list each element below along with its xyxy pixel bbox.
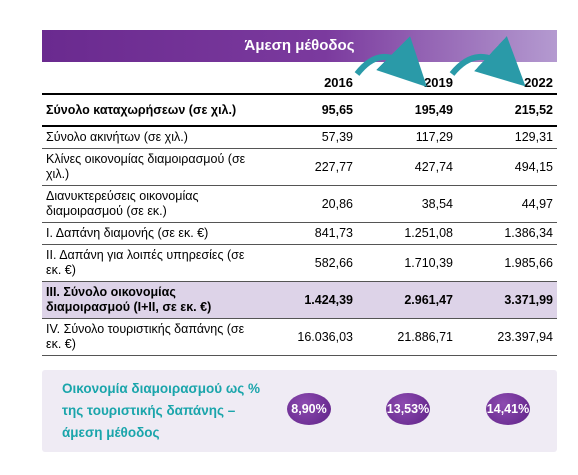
row-label: ΙΙΙ. Σύνολο οικονομίας διαμοιρασμού (Ι+Ι…: [42, 281, 257, 319]
cell: 427,74: [357, 148, 457, 186]
cell: 117,29: [357, 126, 457, 149]
column-header: 2016: [257, 68, 357, 95]
title-band: Άμεση μέθοδος: [42, 30, 557, 62]
row-label: Σύνολο ακινήτων (σε χιλ.): [42, 126, 257, 149]
cell: 20,86: [257, 185, 357, 223]
summary-label: Οικονομία διαμοιρασμού ως % της τουριστι…: [62, 381, 261, 440]
arrows: [354, 36, 526, 87]
cell: 129,31: [457, 126, 557, 149]
cell: 44,97: [457, 185, 557, 223]
cell: 1.251,08: [357, 222, 457, 245]
cell: 95,65: [257, 94, 357, 127]
row-label: Κλίνες οικονομίας διαμοιρασμού (σε χιλ.): [42, 148, 257, 186]
cell: 38,54: [357, 185, 457, 223]
cell: 1.386,34: [457, 222, 557, 245]
cell: 215,52: [457, 94, 557, 127]
cell: 841,73: [257, 222, 357, 245]
cell: 23.397,94: [457, 318, 557, 356]
cell: 16.036,03: [257, 318, 357, 356]
header-row: 2016 2019 2022: [42, 68, 557, 95]
table-row: Κλίνες οικονομίας διαμοιρασμού (σε χιλ.)…: [42, 148, 557, 186]
cell: 57,39: [257, 126, 357, 149]
cell: 3.371,99: [457, 281, 557, 319]
cell: 1.424,39: [257, 281, 357, 319]
cell: 1.985,66: [457, 244, 557, 282]
cell: 227,77: [257, 148, 357, 186]
corner: [42, 68, 257, 95]
cell: 2.961,47: [357, 281, 457, 319]
table-row: ΙΙ. Δαπάνη για λοιπές υπηρεσίες (σε εκ. …: [42, 244, 557, 282]
percent-badge: 14,41%: [486, 393, 530, 425]
table-row: Ι. Δαπάνη διαμονής (σε εκ. €) 841,73 1.251…: [42, 222, 557, 245]
cell: 21.886,71: [357, 318, 457, 356]
arrow: [354, 36, 427, 87]
row-label: IV. Σύνολο τουριστικής δαπάνης (σε εκ. €…: [42, 318, 257, 356]
cell: 195,49: [357, 94, 457, 127]
table-row: Σύνολο ακινήτων (σε χιλ.) 57,39 117,29 129,…: [42, 126, 557, 149]
table-row: IV. Σύνολο τουριστικής δαπάνης (σε εκ. €…: [42, 318, 557, 356]
cell: 494,15: [457, 148, 557, 186]
table-row: Διανυκτερεύσεις οικονομίας διαμοιρασμού …: [42, 185, 557, 223]
row-label: Διανυκτερεύσεις οικονομίας διαμοιρασμού …: [42, 185, 257, 223]
table-row: Σύνολο καταχωρήσεων (σε χιλ.) 95,65 195,49…: [42, 94, 557, 127]
percent-badge: 8,90%: [287, 393, 331, 425]
row-label: Σύνολο καταχωρήσεων (σε χιλ.): [42, 94, 257, 127]
cell: 582,66: [257, 244, 357, 282]
table-row: ΙΙΙ. Σύνολο οικονομίας διαμοιρασμού (Ι+Ι…: [42, 281, 557, 319]
percent-badge: 13,53%: [386, 393, 430, 425]
cell: 1.710,39: [357, 244, 457, 282]
arrow: [449, 36, 526, 87]
row-label: Ι. Δαπάνη διαμονής (σε εκ. €): [42, 222, 257, 245]
summary-box: Οικονομία διαμοιρασμού ως % της τουριστι…: [42, 370, 557, 452]
row-label: ΙΙ. Δαπάνη για λοιπές υπηρεσίες (σε εκ. …: [42, 244, 257, 282]
data-table: 2016 2019 2022 Σύνολο καταχωρήσεων (σε χιλ.…: [42, 68, 557, 356]
